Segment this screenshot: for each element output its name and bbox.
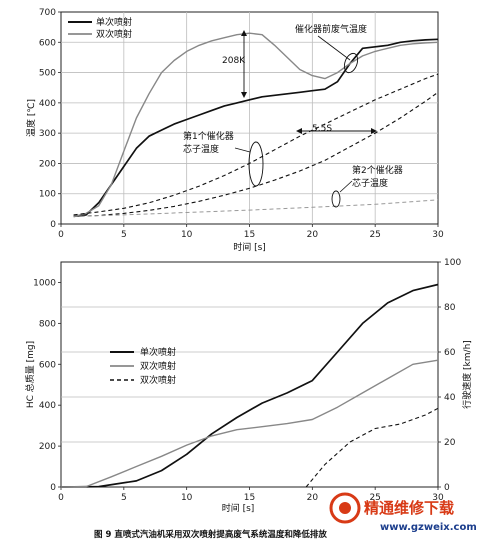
y-tick-label: 600 bbox=[39, 38, 56, 48]
series-line-exhaust bbox=[73, 38, 439, 218]
x-tick-label: 25 bbox=[369, 493, 380, 503]
watermark-gear-center-icon bbox=[339, 502, 351, 514]
series-line-cat1-double bbox=[73, 91, 439, 217]
series-line-cat1-single bbox=[73, 73, 439, 216]
temperature-chart: 0 100 200 300 400 500 600 700 0 5 10 15 20 25 30 时间 [s]… bbox=[25, 8, 444, 253]
y-tick-label: 600 bbox=[39, 360, 56, 370]
y-tick-label: 500 bbox=[39, 69, 56, 79]
annotation-cat2-line1: 第2个催化器 bbox=[352, 164, 403, 176]
plot-frame bbox=[60, 261, 439, 488]
annotation-cat2-line2: 芯子温度 bbox=[352, 177, 388, 189]
y-axis-label: HC 总质量 [mg] bbox=[24, 341, 36, 408]
series-line-cat2 bbox=[73, 199, 439, 217]
figure-caption: 图 9 直喷式汽油机采用双次喷射提高废气系统温度和降低排放 bbox=[94, 529, 327, 540]
y-tick-label: 0 bbox=[50, 220, 56, 230]
y-tick-label: 0 bbox=[50, 483, 56, 493]
series-line-hc bbox=[60, 283, 439, 488]
x-tick-label: 5 bbox=[121, 493, 127, 503]
annotation-cat2-leader bbox=[339, 180, 353, 193]
legend-label: 双次喷射 bbox=[140, 360, 176, 372]
y-tick-label: 200 bbox=[39, 442, 56, 452]
y-right-tick-label: 0 bbox=[444, 483, 450, 493]
legend-label: 单次喷射 bbox=[96, 16, 132, 28]
annotation-ellipse bbox=[343, 52, 359, 74]
annotation-cat1-line2: 芯子温度 bbox=[183, 143, 219, 155]
x-tick-label: 5 bbox=[121, 230, 127, 240]
y-right-tick-label: 20 bbox=[444, 438, 456, 448]
watermark-url: www.gzweix.com bbox=[380, 522, 477, 533]
y-tick-label: 400 bbox=[39, 401, 56, 411]
top-annotations: 催化器前废气温度 208K 5.5S 第1个催化器 芯子温度 第2个催化器 芯子… bbox=[183, 23, 403, 208]
annotation-cat1-ellipse bbox=[248, 141, 264, 187]
y-axis-label: 温度 [℃] bbox=[25, 99, 37, 137]
y-right-tick-label: 80 bbox=[444, 303, 456, 313]
x-tick-label: 0 bbox=[58, 493, 64, 503]
y-tick-label: 400 bbox=[39, 99, 56, 109]
y-tick-label: 700 bbox=[39, 8, 56, 18]
legend-label: 双次喷射 bbox=[96, 28, 132, 40]
series-line-hc bbox=[60, 359, 439, 488]
annotation-cat1-leader bbox=[234, 147, 251, 153]
x-tick-label: 30 bbox=[432, 493, 444, 503]
watermark: 精通维修下载 www.gzweix.com bbox=[329, 492, 477, 533]
x-tick-label: 10 bbox=[181, 493, 193, 503]
x-tick-label: 20 bbox=[307, 493, 319, 503]
x-tick-label: 0 bbox=[58, 230, 64, 240]
x-tick-label: 15 bbox=[244, 230, 255, 240]
y-right-tick-label: 60 bbox=[444, 348, 456, 358]
annotation-exhaust-temp: 催化器前废气温度 bbox=[295, 23, 367, 35]
watermark-gear-icon bbox=[329, 492, 361, 524]
annotation-leader bbox=[317, 35, 351, 61]
annotation-208k: 208K bbox=[222, 56, 246, 66]
x-tick-label: 20 bbox=[307, 230, 319, 240]
x-axis-label: 时间 [s] bbox=[222, 502, 255, 514]
x-tick-label: 15 bbox=[244, 493, 255, 503]
y-tick-label: 200 bbox=[39, 159, 56, 169]
x-tick-label: 10 bbox=[181, 230, 193, 240]
y-tick-label: 300 bbox=[39, 129, 56, 139]
y-right-tick-label: 100 bbox=[444, 258, 461, 268]
legend-label: 单次喷射 bbox=[140, 346, 176, 358]
y-right-axis-label: 行驶速度 [km/h] bbox=[461, 340, 473, 409]
series-line-speed bbox=[305, 407, 439, 488]
x-axis-label: 时间 [s] bbox=[233, 241, 266, 253]
watermark-logo-text: 精通维修下载 bbox=[364, 499, 454, 517]
y-tick-label: 1000 bbox=[33, 278, 56, 288]
x-tick-label: 25 bbox=[369, 230, 380, 240]
y-tick-label: 800 bbox=[39, 319, 56, 329]
y-tick-label: 100 bbox=[39, 190, 56, 200]
annotation-5-5s: 5.5S bbox=[312, 124, 332, 134]
legend-label: 双次喷射 bbox=[140, 374, 176, 386]
series-line-exhaust bbox=[73, 32, 439, 218]
annotation-cat1-line1: 第1个催化器 bbox=[183, 130, 234, 142]
x-tick-label: 30 bbox=[432, 230, 444, 240]
y-right-tick-label: 40 bbox=[444, 393, 456, 403]
annotation-cat2-ellipse bbox=[331, 190, 341, 208]
